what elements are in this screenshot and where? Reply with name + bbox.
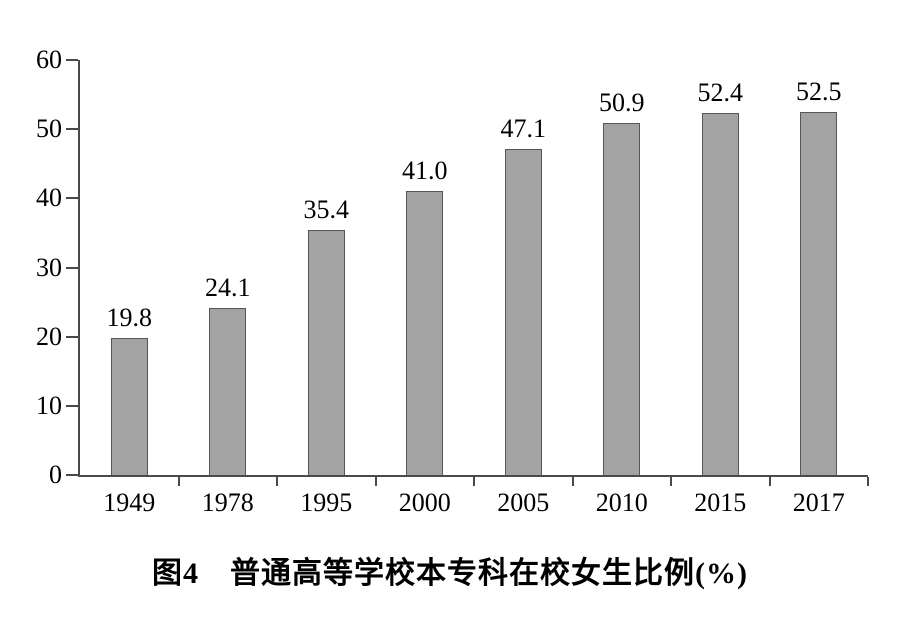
bar-value-label: 24.1 bbox=[205, 273, 251, 303]
y-axis-label: 10 bbox=[36, 390, 62, 420]
x-axis-label: 1978 bbox=[201, 488, 254, 517]
bar-chart-plot-area: 0 10 20 30 40 50 60 19.8 1949 24.1 1978 35.4 1995 41.… bbox=[36, 47, 869, 517]
x-axis-tick bbox=[867, 477, 869, 486]
bar bbox=[110, 338, 148, 475]
bar bbox=[307, 230, 345, 475]
x-axis-tick bbox=[177, 477, 180, 486]
bar-value-label: 52.5 bbox=[796, 76, 842, 106]
y-axis-tick bbox=[66, 266, 78, 269]
x-axis-tick bbox=[276, 477, 278, 486]
x-axis-label: 1949 bbox=[103, 488, 156, 517]
bar-value-label: 47.1 bbox=[500, 114, 547, 144]
x-axis-label: 1995 bbox=[300, 488, 353, 517]
chart-title: 图4 普通高等学校本专科在校女生比例(%) bbox=[152, 557, 748, 590]
bar bbox=[701, 112, 739, 475]
bar bbox=[209, 308, 247, 475]
bar-value-label: 35.4 bbox=[303, 195, 350, 225]
bar bbox=[504, 149, 542, 475]
y-axis-tick bbox=[66, 474, 78, 476]
y-axis-label: 30 bbox=[36, 252, 62, 282]
y-axis-tick bbox=[66, 335, 78, 338]
x-axis-label: 2000 bbox=[398, 488, 451, 517]
y-axis-label: 20 bbox=[36, 321, 62, 351]
y-axis-label: 50 bbox=[36, 114, 62, 144]
bar-value-label: 41.0 bbox=[402, 156, 448, 186]
y-axis-tick bbox=[66, 197, 78, 200]
x-axis-label: 2015 bbox=[694, 488, 747, 517]
x-axis-label: 2017 bbox=[792, 488, 845, 517]
x-axis-label: 2005 bbox=[497, 488, 550, 517]
y-axis-label: 60 bbox=[36, 45, 62, 74]
x-axis-tick bbox=[374, 477, 377, 486]
y-axis-tick bbox=[66, 128, 78, 131]
bar-value-label: 52.4 bbox=[697, 77, 744, 107]
bar-value-label: 19.8 bbox=[106, 303, 153, 333]
y-axis-label: 0 bbox=[49, 460, 62, 489]
bar-value-label: 50.9 bbox=[599, 87, 645, 117]
bar bbox=[603, 122, 641, 475]
x-axis-tick bbox=[473, 477, 475, 486]
bar bbox=[800, 111, 838, 475]
bar bbox=[406, 191, 444, 475]
x-axis-tick bbox=[571, 477, 574, 486]
y-axis-label: 40 bbox=[36, 183, 62, 213]
x-axis-tick bbox=[670, 477, 672, 486]
y-axis-tick bbox=[66, 59, 78, 61]
x-axis-label: 2010 bbox=[595, 488, 648, 517]
y-axis-tick bbox=[66, 404, 78, 407]
x-axis-tick bbox=[768, 477, 771, 486]
